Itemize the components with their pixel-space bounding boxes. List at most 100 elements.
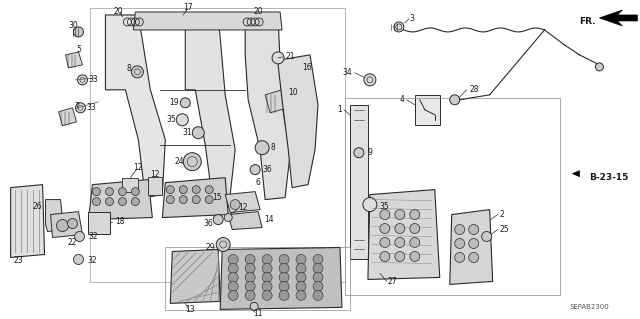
Circle shape xyxy=(380,224,390,234)
Circle shape xyxy=(166,196,174,204)
Circle shape xyxy=(313,255,323,264)
Polygon shape xyxy=(600,10,637,26)
Text: 24: 24 xyxy=(175,157,184,166)
Circle shape xyxy=(380,238,390,248)
Text: FR.: FR. xyxy=(579,18,595,26)
Circle shape xyxy=(313,290,323,300)
Polygon shape xyxy=(368,189,440,279)
Text: 7: 7 xyxy=(74,102,79,111)
Circle shape xyxy=(166,186,174,194)
Circle shape xyxy=(180,98,190,108)
Text: 3: 3 xyxy=(410,14,415,24)
Polygon shape xyxy=(45,200,63,232)
Text: 20: 20 xyxy=(113,7,124,17)
Circle shape xyxy=(56,219,68,232)
Text: 5: 5 xyxy=(76,45,81,55)
Circle shape xyxy=(450,95,460,105)
Text: 17: 17 xyxy=(184,4,193,12)
Circle shape xyxy=(74,232,84,241)
Polygon shape xyxy=(170,249,220,303)
Circle shape xyxy=(364,74,376,86)
Text: 30: 30 xyxy=(68,21,78,30)
Text: 25: 25 xyxy=(500,225,509,234)
Circle shape xyxy=(313,272,323,282)
Bar xyxy=(165,248,350,310)
Circle shape xyxy=(313,263,323,273)
Polygon shape xyxy=(350,105,368,259)
Bar xyxy=(90,8,345,282)
Bar xyxy=(148,177,163,195)
Polygon shape xyxy=(245,18,290,200)
Circle shape xyxy=(131,66,143,78)
Text: 21: 21 xyxy=(285,52,294,61)
Circle shape xyxy=(245,272,255,282)
Text: 33: 33 xyxy=(86,103,96,112)
Text: 8: 8 xyxy=(270,143,275,152)
Polygon shape xyxy=(51,211,83,238)
Circle shape xyxy=(245,263,255,273)
Circle shape xyxy=(118,188,126,196)
Circle shape xyxy=(92,188,100,196)
Circle shape xyxy=(482,232,492,241)
Circle shape xyxy=(455,239,465,249)
Circle shape xyxy=(296,290,306,300)
Circle shape xyxy=(213,215,223,225)
Circle shape xyxy=(250,165,260,174)
Bar xyxy=(122,178,138,192)
Circle shape xyxy=(77,75,88,85)
Text: 32: 32 xyxy=(88,232,98,241)
Circle shape xyxy=(118,197,126,205)
Circle shape xyxy=(245,290,255,300)
Text: 14: 14 xyxy=(264,215,274,224)
Polygon shape xyxy=(573,171,579,177)
Text: 34: 34 xyxy=(342,68,352,77)
Circle shape xyxy=(262,281,272,291)
Circle shape xyxy=(76,103,86,113)
Circle shape xyxy=(192,186,200,194)
Circle shape xyxy=(296,255,306,264)
Circle shape xyxy=(410,210,420,219)
Circle shape xyxy=(279,263,289,273)
Text: 12: 12 xyxy=(150,170,160,179)
Text: SEPAB2300: SEPAB2300 xyxy=(570,304,609,310)
Circle shape xyxy=(410,251,420,262)
Bar xyxy=(345,98,559,295)
Text: 1: 1 xyxy=(337,105,342,114)
Circle shape xyxy=(74,27,83,37)
Text: 22: 22 xyxy=(68,238,77,247)
Circle shape xyxy=(224,213,232,222)
Circle shape xyxy=(262,255,272,264)
Polygon shape xyxy=(415,95,440,125)
Text: 10: 10 xyxy=(288,88,298,97)
Circle shape xyxy=(410,224,420,234)
Circle shape xyxy=(228,290,238,300)
Text: 19: 19 xyxy=(170,98,179,107)
Text: 36: 36 xyxy=(204,219,213,228)
Polygon shape xyxy=(278,55,318,188)
Circle shape xyxy=(92,197,100,205)
Circle shape xyxy=(363,197,377,211)
Polygon shape xyxy=(106,15,165,197)
Circle shape xyxy=(262,272,272,282)
Text: 6: 6 xyxy=(256,178,260,187)
Text: 16: 16 xyxy=(302,63,312,72)
Circle shape xyxy=(468,239,479,249)
Circle shape xyxy=(272,52,284,64)
Circle shape xyxy=(395,210,405,219)
Circle shape xyxy=(279,281,289,291)
Circle shape xyxy=(395,238,405,248)
Circle shape xyxy=(380,251,390,262)
Text: 29: 29 xyxy=(205,243,215,252)
Circle shape xyxy=(296,272,306,282)
Circle shape xyxy=(313,281,323,291)
Circle shape xyxy=(228,255,238,264)
Circle shape xyxy=(250,302,258,310)
Circle shape xyxy=(216,238,230,251)
Circle shape xyxy=(245,281,255,291)
Text: 32: 32 xyxy=(88,256,97,265)
Circle shape xyxy=(468,252,479,263)
Text: 31: 31 xyxy=(182,128,192,137)
Text: 26: 26 xyxy=(33,202,43,211)
Text: 11: 11 xyxy=(253,309,263,318)
Circle shape xyxy=(380,210,390,219)
